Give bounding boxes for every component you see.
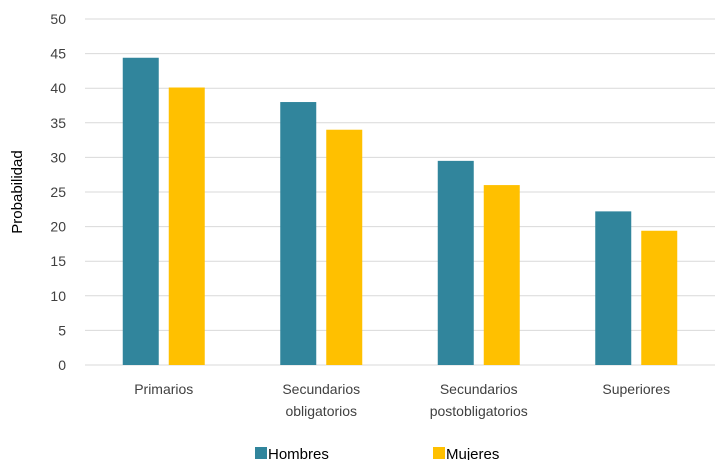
x-category-label: postobligatorios	[430, 403, 528, 419]
y-tick-label: 10	[50, 288, 66, 304]
x-category-label: obligatorios	[285, 403, 357, 419]
bar-mujeres-2	[483, 185, 520, 365]
bar-hombres-3	[595, 211, 632, 365]
bar-hombres-0	[122, 57, 159, 365]
x-axis-categories: Primarios Secundarios obligatorios Secundar…	[134, 381, 670, 419]
legend-swatch-mujeres	[433, 447, 445, 459]
x-category-label: Primarios	[134, 381, 193, 397]
y-axis-title: Probabilidad	[9, 150, 26, 233]
bars	[122, 57, 678, 366]
y-tick-label: 30	[50, 149, 66, 165]
y-tick-label: 35	[50, 115, 66, 131]
x-category-label: Secundarios	[440, 381, 518, 397]
x-category-label: Secundarios	[282, 381, 360, 397]
bar-mujeres-3	[641, 230, 678, 365]
y-tick-label: 20	[50, 219, 66, 235]
bar-mujeres-0	[168, 87, 205, 366]
x-category-label: Superiores	[602, 381, 670, 397]
legend: Hombres Mujeres	[255, 446, 499, 460]
y-axis-ticks: 0 5 10 15 20 25 30 35 40 45 50	[50, 11, 66, 373]
y-tick-label: 0	[58, 357, 66, 373]
bar-hombres-1	[280, 102, 317, 365]
bar-hombres-2	[437, 160, 474, 365]
y-tick-label: 40	[50, 80, 66, 96]
y-tick-label: 5	[58, 322, 66, 338]
y-tick-label: 50	[50, 11, 66, 27]
bar-mujeres-1	[326, 129, 363, 365]
y-tick-label: 45	[50, 46, 66, 62]
y-tick-label: 15	[50, 253, 66, 269]
legend-swatch-hombres	[255, 447, 267, 459]
y-tick-label: 25	[50, 184, 66, 200]
legend-label-hombres: Hombres	[268, 446, 329, 460]
legend-label-mujeres: Mujeres	[446, 446, 499, 460]
